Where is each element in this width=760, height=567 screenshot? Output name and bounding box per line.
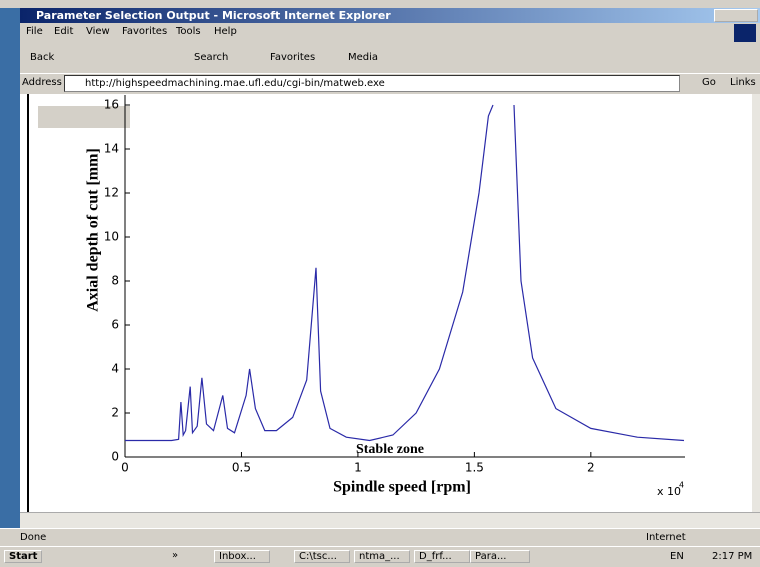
line: [125, 105, 684, 441]
x-tick-label: 1: [354, 461, 362, 475]
annotation: Stable zone: [356, 442, 424, 457]
screen: Parameter Selection Output - Microsoft I…: [0, 0, 760, 567]
y-tick-label: 2: [111, 406, 119, 420]
y-axis-label: Axial depth of cut [mm]: [85, 148, 102, 312]
y-tick-label: 8: [111, 274, 119, 288]
y-tick-label: 6: [111, 318, 119, 332]
y-tick-label: 12: [104, 186, 119, 200]
x-axis-label: Spindle speed [rpm]: [333, 479, 471, 496]
x-multiplier: x 10: [657, 485, 681, 498]
y-tick-label: 0: [111, 450, 119, 464]
y-tick-label: 10: [104, 230, 119, 244]
chart: Stable zone Spindle speed [rpm] Axial de…: [0, 0, 760, 567]
x-tick-label: 0: [121, 461, 129, 475]
x-tick-label: 0.5: [232, 461, 251, 475]
x-multiplier-exponent: 4: [679, 481, 684, 490]
x-tick-label: 1.5: [465, 461, 484, 475]
x-tick-label: 2: [587, 461, 595, 475]
y-tick-label: 14: [104, 142, 119, 156]
y-tick-label: 16: [104, 98, 119, 112]
y-tick-label: 4: [111, 362, 119, 376]
